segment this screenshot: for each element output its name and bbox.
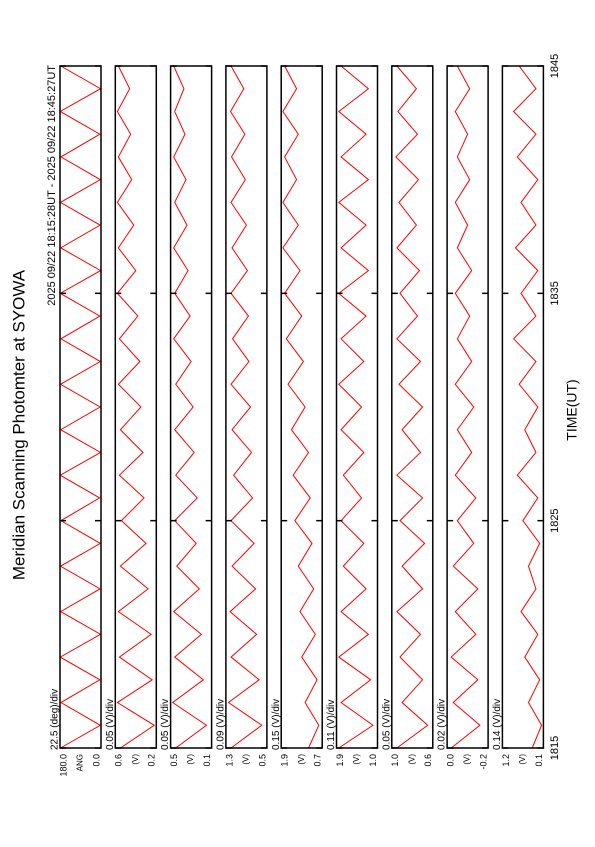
scale-label: 0.02 (V)/div (437, 699, 448, 750)
y-axis-label: (V) (131, 754, 140, 765)
y-axis-label: (V) (407, 754, 416, 765)
y-tick-label: 1.0 (390, 754, 400, 767)
panel-frame (225, 65, 268, 749)
scale-label: 0.09 (V)/div (216, 699, 227, 750)
signal-line (282, 65, 320, 749)
y-tick-label: 0.5 (169, 754, 179, 767)
y-axis-label: (V) (186, 754, 195, 765)
panel-frame (114, 65, 158, 749)
scale-label: 0.11 (V)/div (326, 700, 337, 750)
signal-line (512, 65, 543, 749)
panel-frame (501, 65, 545, 749)
scale-label: 0.15 (V)/div (271, 699, 282, 750)
signal-line (171, 65, 208, 749)
y-tick-label: 0.7 (313, 754, 323, 767)
y-tick-label: -0.2 (478, 754, 488, 770)
y-tick-label: 0.6 (423, 754, 433, 767)
x-tick-label: 1835 (549, 281, 561, 305)
y-tick-label: 0.5 (257, 754, 267, 767)
signal-line (227, 65, 263, 749)
x-tick-label: 1845 (549, 54, 561, 78)
y-tick-label: 0.1 (202, 754, 212, 767)
y-tick-label: 0.6 (114, 754, 124, 767)
y-axis-label: ANG (76, 754, 85, 771)
y-tick-label: 1.2 (501, 754, 511, 767)
scale-label: 22.5 (deg)/div (50, 689, 61, 750)
signal-line (59, 65, 102, 749)
x-tick-label: 1815 (549, 736, 561, 760)
y-tick-label: 0.1 (534, 754, 544, 767)
y-axis-label: (V) (242, 754, 251, 765)
x-tick-label: 1825 (549, 508, 561, 532)
y-tick-label: 0.2 (147, 754, 157, 767)
panel-frame (169, 65, 213, 749)
scale-label: 0.05 (V)/div (105, 699, 116, 750)
signal-line (337, 65, 374, 749)
panel-frame (280, 65, 323, 749)
panel-frame (391, 65, 434, 749)
y-tick-label: 180.0 (58, 754, 68, 777)
y-axis-label: (V) (352, 754, 361, 765)
panel-frame (446, 65, 489, 749)
y-axis-label: (V) (297, 754, 306, 765)
panel-frame (335, 65, 379, 749)
subtitle: 2025 09/22 18:15:28UT - 2025 09/22 18:45… (46, 65, 58, 306)
rotated-plot: Meridian Scanning Photomter at SYOWA 202… (9, 54, 579, 777)
x-axis-label: TIME(UT) (564, 379, 580, 440)
y-tick-label: 0.0 (91, 754, 101, 767)
scale-label: 0.05 (V)/div (160, 699, 171, 750)
signal-line (450, 65, 481, 749)
y-axis-label: (V) (518, 754, 527, 765)
signal-line (395, 65, 429, 749)
panel-frame (59, 65, 102, 749)
y-tick-label: 1.9 (280, 754, 290, 767)
y-axis-label: (V) (463, 754, 472, 765)
y-tick-label: 0.0 (445, 754, 455, 767)
y-tick-label: 1.3 (224, 754, 234, 767)
y-tick-label: 1.0 (368, 754, 378, 767)
scale-label: 0.14 (V)/div (492, 699, 503, 750)
scale-label: 0.05 (V)/div (381, 699, 392, 750)
chart-title: Meridian Scanning Photomter at SYOWA (9, 269, 28, 580)
y-tick-label: 1.9 (335, 754, 345, 767)
signal-line (116, 65, 156, 749)
